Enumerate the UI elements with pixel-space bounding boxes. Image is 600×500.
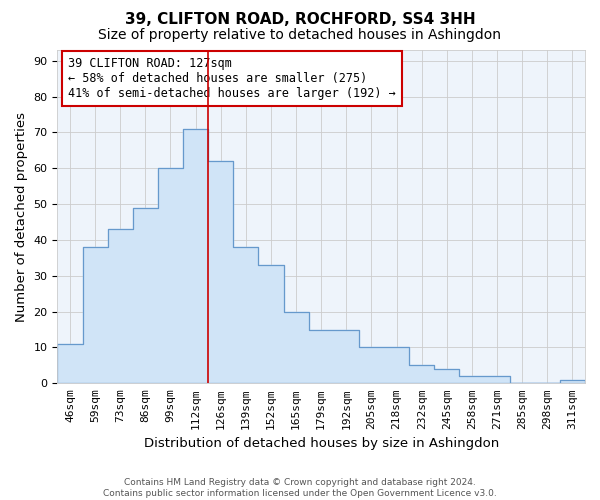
Text: 39, CLIFTON ROAD, ROCHFORD, SS4 3HH: 39, CLIFTON ROAD, ROCHFORD, SS4 3HH — [125, 12, 475, 28]
Text: Contains HM Land Registry data © Crown copyright and database right 2024.
Contai: Contains HM Land Registry data © Crown c… — [103, 478, 497, 498]
X-axis label: Distribution of detached houses by size in Ashingdon: Distribution of detached houses by size … — [143, 437, 499, 450]
Y-axis label: Number of detached properties: Number of detached properties — [15, 112, 28, 322]
Text: Size of property relative to detached houses in Ashingdon: Size of property relative to detached ho… — [98, 28, 502, 42]
Text: 39 CLIFTON ROAD: 127sqm
← 58% of detached houses are smaller (275)
41% of semi-d: 39 CLIFTON ROAD: 127sqm ← 58% of detache… — [68, 56, 396, 100]
